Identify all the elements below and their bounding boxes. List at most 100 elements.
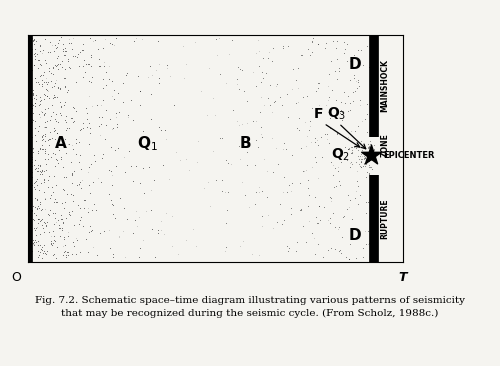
Point <box>222 79 230 85</box>
Point <box>90 152 98 157</box>
Point <box>340 89 348 95</box>
Point <box>38 180 46 186</box>
Point <box>324 109 332 115</box>
Point <box>298 52 306 58</box>
Point <box>234 122 242 127</box>
Point <box>155 124 163 130</box>
Point <box>62 117 70 123</box>
Point <box>44 177 52 183</box>
Point <box>284 114 292 120</box>
Point <box>356 141 364 147</box>
Point <box>64 58 72 64</box>
Point <box>331 68 339 74</box>
Point <box>66 125 74 131</box>
Point <box>24 51 32 57</box>
Point <box>25 202 33 208</box>
Point <box>329 162 337 168</box>
Point <box>260 102 268 108</box>
Point <box>354 47 362 53</box>
Point <box>24 72 32 78</box>
Point <box>69 119 77 125</box>
Point <box>216 135 224 141</box>
Point <box>119 80 127 86</box>
Point <box>255 184 263 190</box>
Point <box>327 59 335 64</box>
Point <box>86 223 94 229</box>
Point <box>370 147 378 153</box>
Point <box>357 158 365 164</box>
Point <box>348 145 356 150</box>
Point <box>54 61 62 67</box>
Point <box>32 104 40 109</box>
Point <box>24 112 32 117</box>
Point <box>26 201 34 207</box>
Point <box>155 80 163 86</box>
Point <box>38 83 46 89</box>
Point <box>336 111 344 116</box>
Point <box>329 172 337 178</box>
Point <box>72 55 80 60</box>
Point <box>82 61 90 67</box>
Point <box>132 209 140 214</box>
Point <box>333 38 341 44</box>
Point <box>327 160 335 165</box>
Point <box>28 169 36 175</box>
Point <box>258 213 266 219</box>
Point <box>32 239 40 244</box>
Point <box>238 179 246 185</box>
Point <box>308 49 316 55</box>
Point <box>105 63 113 69</box>
Point <box>353 227 361 232</box>
Point <box>240 192 248 198</box>
Point <box>257 79 265 85</box>
Point <box>45 212 53 218</box>
Point <box>25 222 33 228</box>
Point <box>26 59 34 65</box>
Point <box>314 175 322 180</box>
Point <box>223 208 231 213</box>
Point <box>50 94 58 100</box>
Point <box>31 132 39 138</box>
Point <box>28 181 36 187</box>
Point <box>34 252 42 258</box>
Point <box>367 144 375 150</box>
Point <box>24 160 32 166</box>
Point <box>314 85 322 91</box>
Point <box>36 171 44 177</box>
Point <box>88 74 96 80</box>
Point <box>326 94 334 100</box>
Point <box>108 78 116 84</box>
Point <box>26 240 34 246</box>
Point <box>98 102 106 108</box>
Point <box>363 149 371 155</box>
Point <box>40 131 48 137</box>
Point <box>34 224 42 230</box>
Point <box>108 202 116 208</box>
Point <box>311 194 319 199</box>
Point <box>84 164 92 169</box>
Point <box>118 99 126 105</box>
Point <box>368 237 376 243</box>
Text: D: D <box>348 228 361 243</box>
Point <box>56 86 64 92</box>
Point <box>53 62 61 68</box>
Point <box>235 86 243 92</box>
Point <box>341 144 349 150</box>
Point <box>28 248 36 254</box>
Point <box>352 79 360 85</box>
Point <box>56 154 64 160</box>
Point <box>27 234 35 240</box>
Point <box>40 229 48 235</box>
Point <box>258 69 266 75</box>
Point <box>178 44 186 49</box>
Point <box>112 114 120 120</box>
Point <box>27 52 35 58</box>
Point <box>43 248 51 254</box>
Point <box>50 109 58 115</box>
Point <box>63 191 71 197</box>
Point <box>332 97 340 102</box>
Text: Q$_1$: Q$_1$ <box>137 134 158 153</box>
Point <box>356 97 364 102</box>
Point <box>25 136 33 142</box>
Point <box>248 118 256 124</box>
